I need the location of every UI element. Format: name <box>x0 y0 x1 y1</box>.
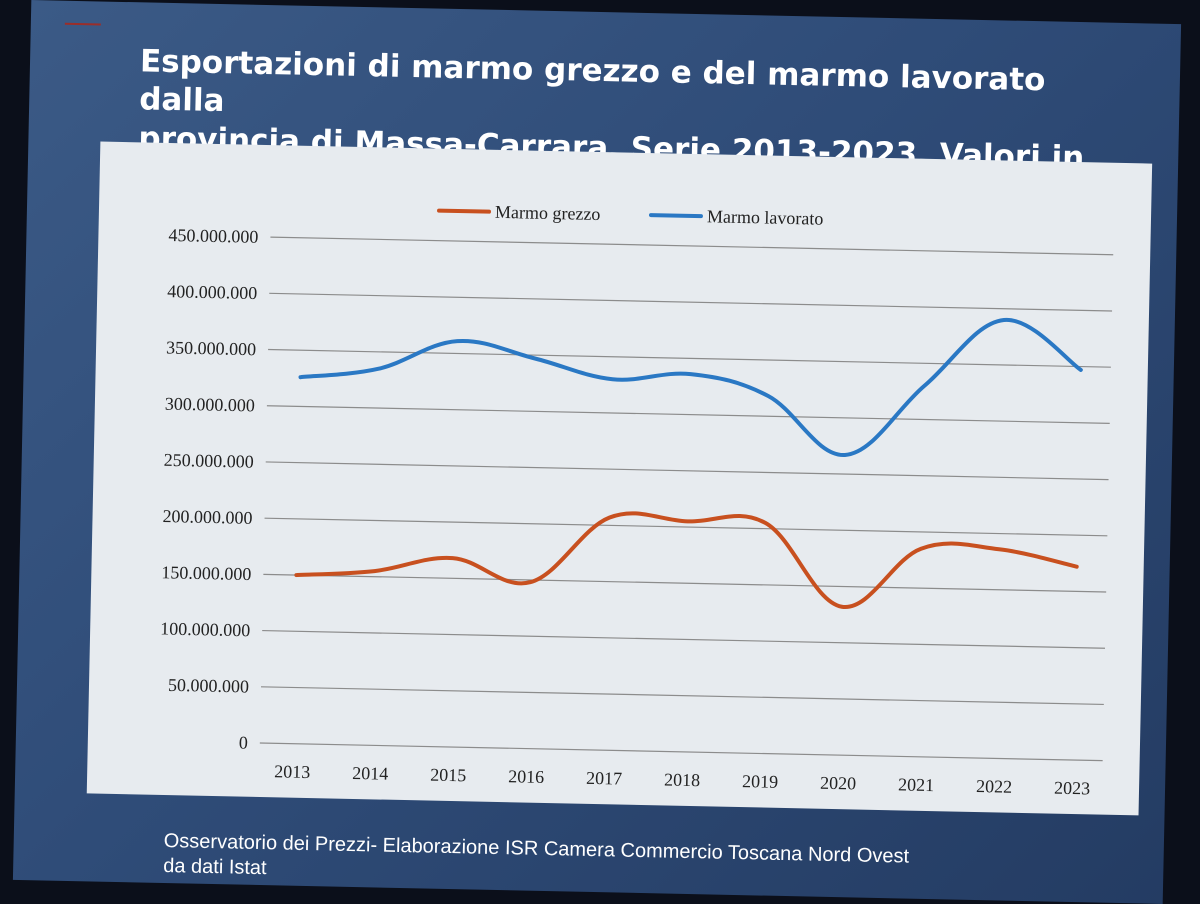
series-lines <box>294 317 1083 609</box>
x-axis-ticks: 2013 2014 2015 2016 2017 2018 2019 2020 2021 2022… <box>274 761 1090 798</box>
x-tick-label: 2015 <box>430 765 466 786</box>
legend-swatch <box>437 208 492 214</box>
gridline <box>263 573 1107 593</box>
line-chart: 0 50.000.000 100.000.000 150.000.000 200.000… <box>160 202 1114 798</box>
source-note: Osservatorio dei Prezzi- Elaborazione IS… <box>163 829 1124 899</box>
y-tick-label: 150.000.000 <box>161 562 251 584</box>
gridline <box>260 686 1104 706</box>
y-tick-label: 450.000.000 <box>168 225 258 247</box>
legend-label: Marmo lavorato <box>707 206 824 228</box>
x-tick-label: 2023 <box>1054 778 1090 799</box>
y-tick-label: 400.000.000 <box>167 281 257 303</box>
x-tick-label: 2022 <box>976 776 1012 797</box>
x-tick-label: 2016 <box>508 766 544 787</box>
x-tick-label: 2013 <box>274 761 310 782</box>
y-tick-label: 0 <box>239 733 248 753</box>
chart-panel: 0 50.000.000 100.000.000 150.000.000 200.000… <box>86 141 1153 816</box>
series-line-marmo-lavorato <box>298 317 1083 457</box>
y-axis-ticks: 0 50.000.000 100.000.000 150.000.000 200.000… <box>160 225 259 753</box>
gridline <box>268 348 1111 368</box>
x-tick-label: 2021 <box>898 774 934 795</box>
gridline <box>265 461 1109 481</box>
legend-label: Marmo grezzo <box>495 202 601 224</box>
y-tick-label: 100.000.000 <box>160 618 250 640</box>
decorative-mark <box>64 22 101 26</box>
gridline <box>259 742 1103 762</box>
x-tick-label: 2019 <box>742 771 778 792</box>
x-tick-label: 2018 <box>664 769 700 790</box>
series-line-marmo-grezzo <box>294 511 1079 609</box>
y-tick-label: 200.000.000 <box>162 506 252 528</box>
x-tick-label: 2014 <box>352 763 388 784</box>
x-tick-label: 2017 <box>586 768 622 789</box>
gridline <box>262 629 1106 649</box>
legend-swatch <box>648 213 703 219</box>
gridline <box>264 517 1108 537</box>
gridline <box>270 236 1114 256</box>
legend: Marmo grezzo Marmo lavorato <box>437 202 824 229</box>
gridlines <box>259 236 1114 762</box>
slide: Esportazioni di marmo grezzo e del marmo… <box>12 0 1182 904</box>
y-tick-label: 50.000.000 <box>168 675 249 697</box>
x-tick-label: 2020 <box>820 773 856 794</box>
gridline <box>269 292 1113 312</box>
y-tick-label: 300.000.000 <box>165 394 255 416</box>
y-tick-label: 350.000.000 <box>166 337 256 359</box>
gridline <box>266 405 1110 424</box>
y-tick-label: 250.000.000 <box>164 450 254 472</box>
